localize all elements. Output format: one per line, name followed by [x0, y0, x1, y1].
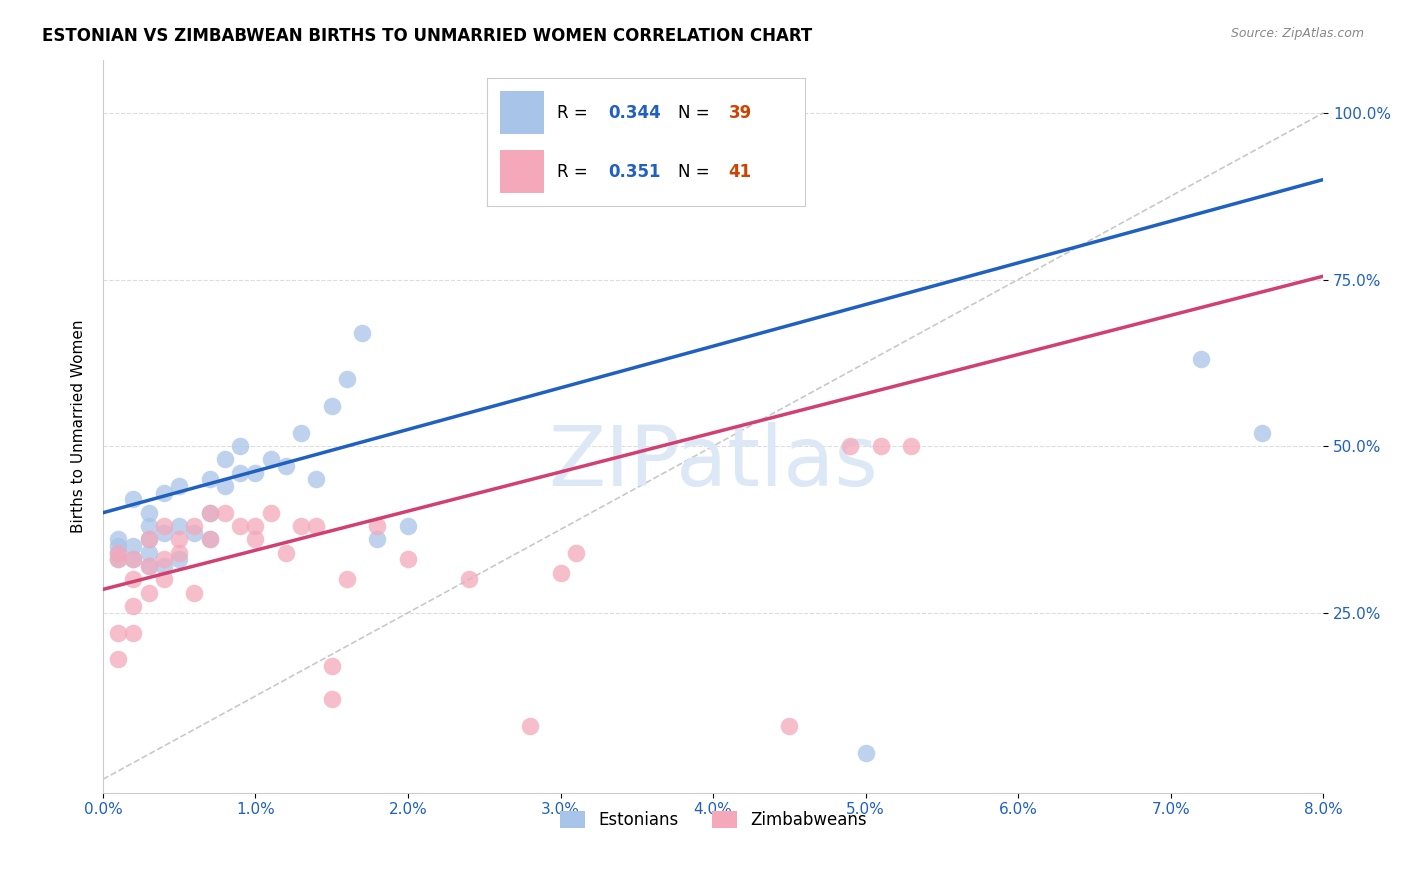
- Point: [153, 519, 176, 533]
- Point: [153, 525, 176, 540]
- Point: [245, 533, 267, 547]
- Point: [198, 506, 221, 520]
- Point: [138, 533, 160, 547]
- Point: [107, 552, 129, 566]
- Point: [900, 439, 922, 453]
- Point: [198, 533, 221, 547]
- Point: [107, 552, 129, 566]
- Text: ESTONIAN VS ZIMBABWEAN BIRTHS TO UNMARRIED WOMEN CORRELATION CHART: ESTONIAN VS ZIMBABWEAN BIRTHS TO UNMARRI…: [42, 27, 813, 45]
- Point: [153, 573, 176, 587]
- Point: [396, 519, 419, 533]
- Point: [122, 552, 145, 566]
- Point: [183, 525, 205, 540]
- Point: [122, 552, 145, 566]
- Point: [396, 552, 419, 566]
- Point: [458, 573, 481, 587]
- Point: [198, 506, 221, 520]
- Point: [519, 719, 541, 733]
- Point: [352, 326, 374, 340]
- Point: [167, 552, 190, 566]
- Point: [870, 439, 893, 453]
- Point: [321, 692, 343, 706]
- Point: [855, 746, 877, 760]
- Point: [122, 573, 145, 587]
- Point: [198, 533, 221, 547]
- Point: [214, 452, 236, 467]
- Point: [122, 539, 145, 553]
- Point: [260, 506, 283, 520]
- Point: [138, 559, 160, 574]
- Point: [778, 719, 800, 733]
- Point: [214, 479, 236, 493]
- Point: [153, 552, 176, 566]
- Point: [183, 519, 205, 533]
- Point: [107, 546, 129, 560]
- Point: [336, 372, 359, 386]
- Point: [245, 519, 267, 533]
- Point: [274, 459, 297, 474]
- Point: [138, 585, 160, 599]
- Point: [167, 479, 190, 493]
- Point: [1189, 352, 1212, 367]
- Point: [107, 546, 129, 560]
- Point: [214, 506, 236, 520]
- Point: [366, 533, 388, 547]
- Point: [138, 546, 160, 560]
- Point: [138, 559, 160, 574]
- Y-axis label: Births to Unmarried Women: Births to Unmarried Women: [72, 319, 86, 533]
- Point: [321, 399, 343, 413]
- Point: [550, 566, 572, 580]
- Point: [274, 546, 297, 560]
- Text: ZIPatlas: ZIPatlas: [548, 422, 877, 503]
- Point: [260, 452, 283, 467]
- Point: [167, 533, 190, 547]
- Point: [245, 466, 267, 480]
- Point: [122, 599, 145, 613]
- Point: [229, 466, 252, 480]
- Point: [183, 585, 205, 599]
- Point: [336, 573, 359, 587]
- Point: [167, 519, 190, 533]
- Point: [138, 506, 160, 520]
- Text: Source: ZipAtlas.com: Source: ZipAtlas.com: [1230, 27, 1364, 40]
- Point: [198, 472, 221, 486]
- Point: [321, 659, 343, 673]
- Point: [138, 533, 160, 547]
- Point: [565, 546, 588, 560]
- Point: [138, 519, 160, 533]
- Point: [366, 519, 388, 533]
- Point: [107, 652, 129, 666]
- Point: [290, 425, 312, 440]
- Point: [122, 492, 145, 507]
- Point: [107, 533, 129, 547]
- Point: [305, 519, 328, 533]
- Point: [229, 439, 252, 453]
- Point: [305, 472, 328, 486]
- Point: [153, 485, 176, 500]
- Point: [290, 519, 312, 533]
- Point: [229, 519, 252, 533]
- Point: [167, 546, 190, 560]
- Point: [122, 625, 145, 640]
- Point: [153, 559, 176, 574]
- Point: [1251, 425, 1274, 440]
- Legend: Estonians, Zimbabweans: Estonians, Zimbabweans: [553, 804, 873, 836]
- Point: [107, 539, 129, 553]
- Point: [107, 625, 129, 640]
- Point: [839, 439, 862, 453]
